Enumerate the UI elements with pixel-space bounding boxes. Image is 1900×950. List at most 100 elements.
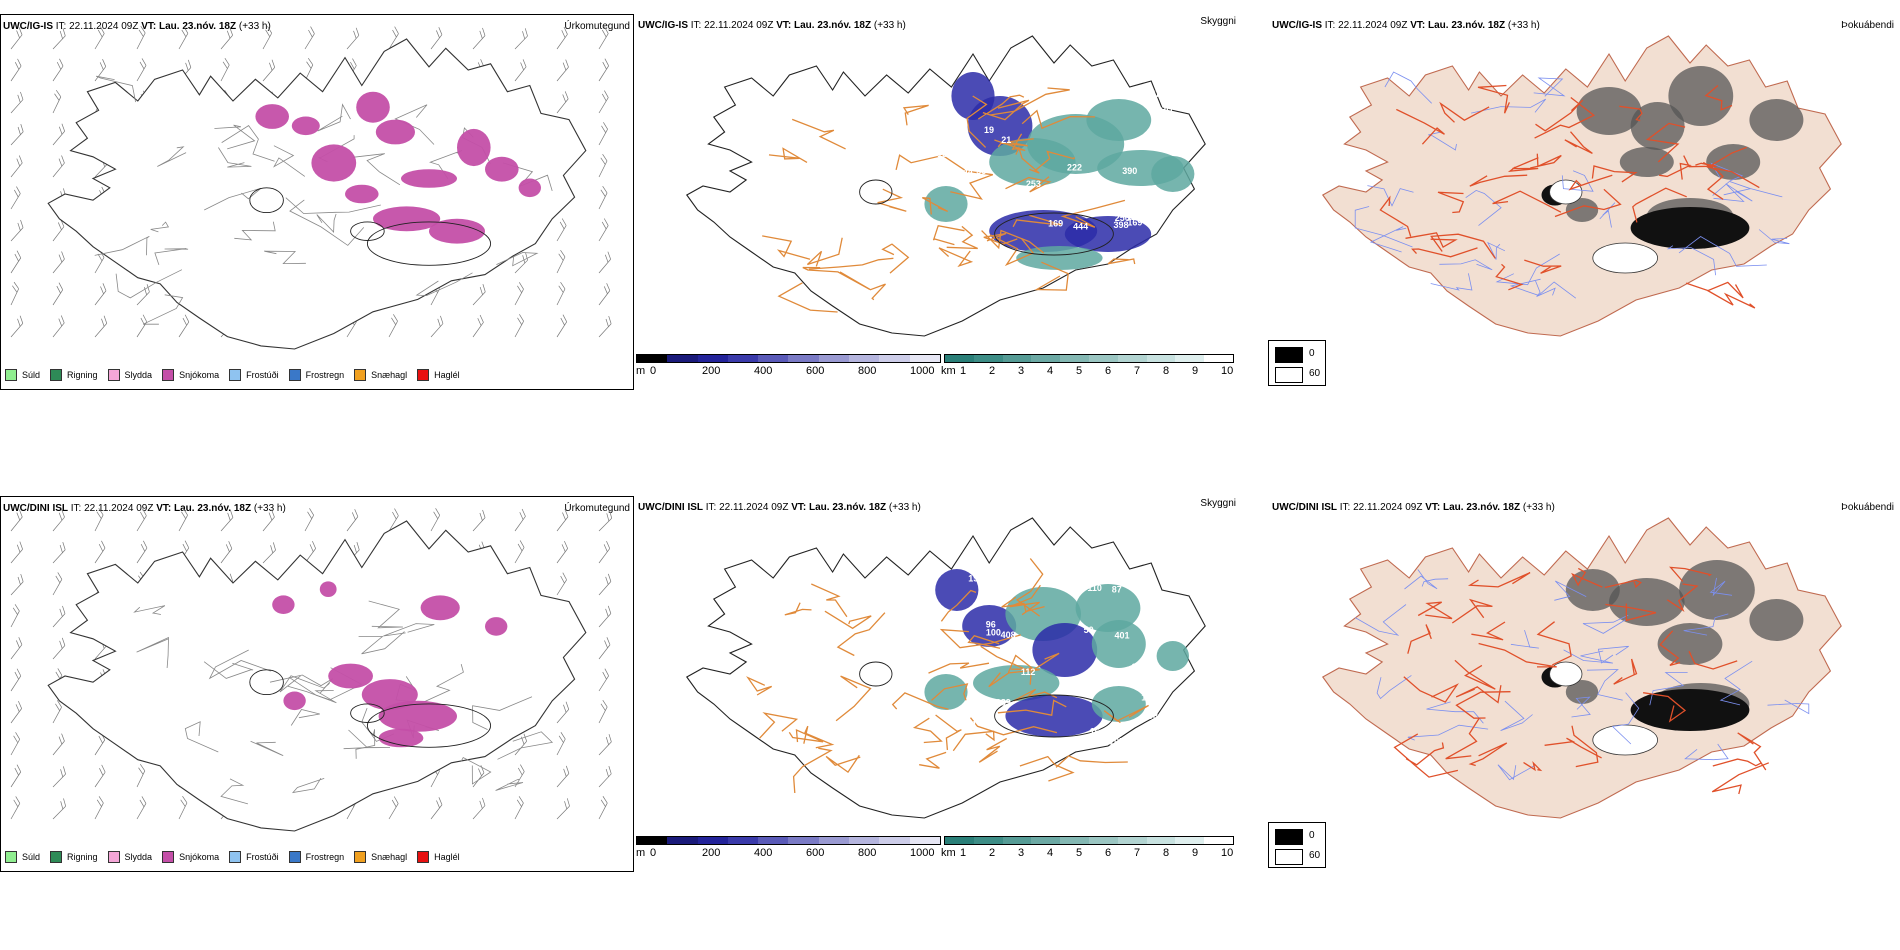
visibility-tick: 5 bbox=[1076, 847, 1083, 859]
legend-swatch bbox=[5, 851, 17, 863]
road-line bbox=[1645, 122, 1686, 163]
road-line bbox=[1706, 146, 1760, 189]
visibility-area bbox=[1156, 641, 1189, 671]
visibility-tick: 4 bbox=[1047, 365, 1054, 377]
road-line bbox=[768, 147, 808, 163]
road-line bbox=[1411, 247, 1478, 258]
road-line bbox=[839, 271, 886, 301]
legend-label: Súld bbox=[22, 852, 41, 862]
wind-barb bbox=[262, 542, 276, 564]
wind-barb bbox=[178, 314, 190, 338]
wind-barb bbox=[598, 796, 608, 820]
road-line bbox=[967, 634, 1001, 649]
road-line bbox=[825, 754, 861, 774]
road-line bbox=[978, 737, 1008, 763]
river-line bbox=[1554, 580, 1587, 601]
wind-barb bbox=[514, 540, 525, 564]
road-line bbox=[1712, 758, 1762, 767]
model-name: UWC/DINI ISL bbox=[638, 502, 703, 513]
wind-barb bbox=[10, 668, 22, 692]
road-line bbox=[1605, 603, 1657, 622]
wind-barb bbox=[388, 796, 399, 820]
snow-area bbox=[311, 144, 357, 182]
visibility-value-label: 118 bbox=[1127, 212, 1142, 222]
ceiling-bar-segment bbox=[849, 837, 880, 844]
wind-barb bbox=[10, 573, 24, 596]
snow-area bbox=[255, 104, 289, 129]
fog-area bbox=[1749, 599, 1804, 641]
road-line bbox=[891, 692, 949, 710]
visibility-bar-segment bbox=[1204, 837, 1233, 844]
visibility-area bbox=[924, 186, 968, 222]
wind-barb bbox=[598, 668, 609, 692]
legend-label: Haglél bbox=[434, 370, 460, 380]
wind-barb bbox=[10, 219, 24, 242]
road-line bbox=[1702, 161, 1724, 200]
visibility-bar-segment bbox=[1117, 355, 1147, 362]
river-line bbox=[1683, 613, 1729, 636]
wind-barb bbox=[220, 58, 230, 82]
road-line bbox=[115, 269, 183, 299]
model-name: UWC/IG-IS bbox=[638, 20, 688, 31]
road-line bbox=[1012, 214, 1061, 228]
glacier-outline bbox=[1549, 179, 1583, 205]
wind-barb bbox=[52, 733, 65, 756]
wind-barb bbox=[514, 314, 524, 338]
legend-item-frostúði: Frostúði bbox=[229, 369, 279, 381]
fog-area bbox=[1706, 144, 1761, 180]
legend-swatch bbox=[229, 369, 242, 381]
river-line bbox=[1533, 77, 1566, 97]
snow-area bbox=[518, 178, 541, 198]
road-line bbox=[1060, 199, 1126, 228]
panel-header: UWC/IG-IS IT: 22.11.2024 09Z VT: Lau. 23… bbox=[1272, 20, 1540, 31]
wind-barb bbox=[94, 59, 107, 82]
road-line bbox=[877, 188, 907, 212]
visibility-value-label: 253 bbox=[1026, 179, 1041, 189]
visibility-bar-segment bbox=[1146, 837, 1176, 844]
visibility-value-label: 19 bbox=[984, 125, 994, 135]
wind-barb bbox=[598, 573, 612, 596]
snow-area bbox=[429, 218, 485, 244]
road-line bbox=[269, 674, 334, 694]
river-line bbox=[1426, 701, 1484, 724]
road-line bbox=[1536, 621, 1572, 666]
ceiling-tick: 0 bbox=[650, 365, 657, 377]
road-line bbox=[1643, 692, 1687, 723]
road-line bbox=[932, 224, 965, 246]
river-line bbox=[1586, 669, 1623, 701]
issue-time: 22.11.2024 09Z bbox=[1338, 20, 1408, 31]
precip-map bbox=[10, 26, 612, 350]
road-line bbox=[1492, 190, 1562, 213]
visibility-area bbox=[935, 569, 979, 611]
legend-item-slydda: Slydda bbox=[107, 851, 152, 863]
road-line bbox=[143, 294, 184, 325]
lead-time: (+33 h) bbox=[888, 502, 921, 513]
visibility-value-label: 144 bbox=[958, 167, 973, 177]
road-line bbox=[836, 612, 886, 657]
visibility-area bbox=[1064, 216, 1152, 252]
wind-barb bbox=[514, 59, 527, 82]
wind-barb bbox=[94, 796, 104, 820]
river-line bbox=[1709, 577, 1733, 597]
visibility-value-label: 100 bbox=[986, 628, 1001, 638]
wind-barb bbox=[136, 508, 147, 532]
road-line bbox=[802, 266, 870, 290]
wind-barb bbox=[220, 509, 234, 532]
road-line bbox=[250, 740, 284, 756]
fog-map bbox=[1321, 35, 1842, 337]
river-line bbox=[1376, 675, 1412, 700]
ceiling-bar-segment bbox=[788, 355, 819, 362]
wind-barb bbox=[598, 510, 613, 532]
road-line bbox=[791, 118, 846, 150]
wind-barb bbox=[94, 764, 106, 788]
visibility-map: 96 56 110 50 87 19 112 289 26 401 153 408 156 135 11 12… bbox=[685, 517, 1206, 819]
road-line bbox=[1103, 704, 1149, 724]
wind-barb bbox=[598, 700, 608, 724]
issue-label: IT: bbox=[690, 20, 702, 31]
road-line bbox=[1613, 658, 1638, 685]
issue-label: IT: bbox=[1324, 20, 1336, 31]
fog-legend-value-60: 60 bbox=[1309, 850, 1321, 861]
visibility-bar-segment bbox=[1031, 355, 1061, 362]
road-line bbox=[1707, 289, 1756, 309]
wind-barb bbox=[556, 26, 568, 50]
